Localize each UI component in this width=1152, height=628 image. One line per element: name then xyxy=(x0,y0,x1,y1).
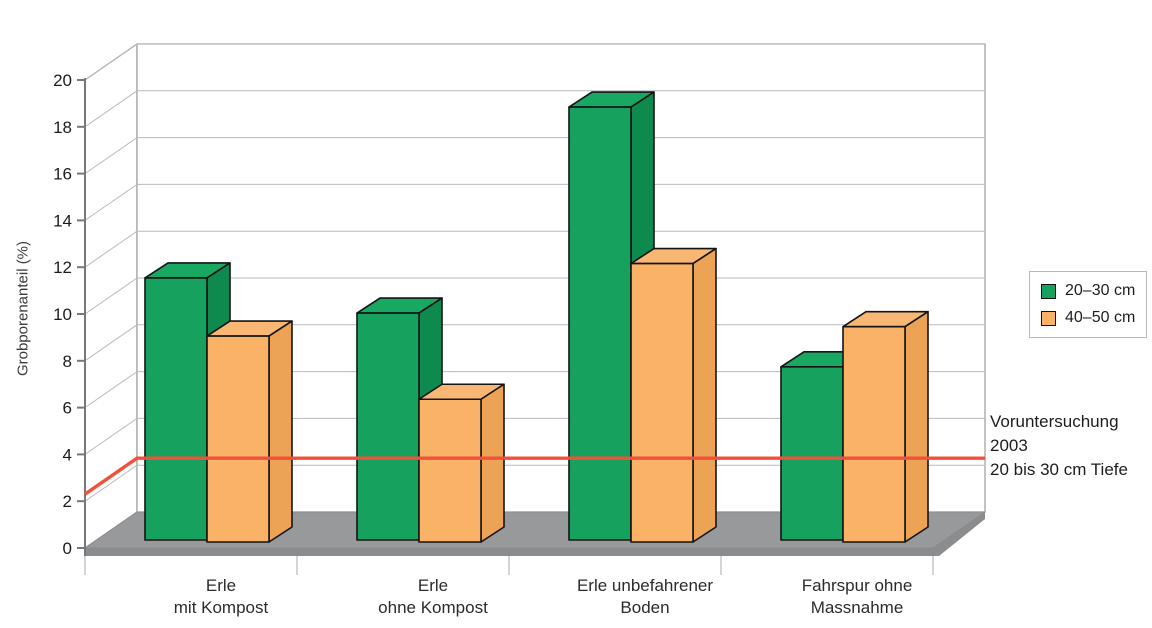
annotation-line-1: Voruntersuchung xyxy=(990,412,1119,431)
gridline-slant xyxy=(84,230,138,268)
bar-side-1-0 xyxy=(268,320,293,543)
y-tick-label: 10 xyxy=(53,305,72,324)
category-label: Erle mit Kompost xyxy=(174,576,269,617)
annotation-line-3: 20 bis 30 cm Tiefe xyxy=(990,460,1128,479)
gridline-slant xyxy=(84,137,138,175)
legend: 20–30 cm 40–50 cm xyxy=(1029,271,1147,338)
y-tick-label: 16 xyxy=(53,165,72,184)
y-tick-label: 12 xyxy=(53,258,72,277)
gridline-slant xyxy=(84,464,138,502)
gridline-slant xyxy=(84,43,138,81)
y-tick-label: 6 xyxy=(63,399,72,418)
y-tick-label: 4 xyxy=(63,445,72,464)
floor-front-edge xyxy=(85,512,985,556)
y-tick-label: 2 xyxy=(63,492,72,511)
gridline-slant xyxy=(84,183,138,221)
reference-line xyxy=(84,456,985,496)
bar-front-1-0 xyxy=(206,335,270,543)
bar-front-0-3 xyxy=(780,366,844,541)
bar-front-1-3 xyxy=(842,325,906,543)
y-tick-label: 20 xyxy=(53,71,72,90)
bar-front-1-2 xyxy=(630,262,694,543)
gridline-slant xyxy=(84,277,138,315)
y-tick-label: 14 xyxy=(53,211,72,230)
y-tick-label: 8 xyxy=(63,352,72,371)
bar-front-0-2 xyxy=(568,106,632,541)
bar-side-1-3 xyxy=(904,310,929,543)
category-label: Fahrspur ohne Massnahme xyxy=(802,576,913,617)
category-label: Erle ohne Kompost xyxy=(378,576,488,617)
bar-front-1-1 xyxy=(418,398,482,543)
gridline-slant xyxy=(84,324,138,362)
legend-swatch-orange-icon xyxy=(1041,310,1056,326)
bar-front-0-1 xyxy=(356,312,420,541)
annotation-line-2: 2003 xyxy=(990,436,1028,455)
bar-side-1-2 xyxy=(692,247,717,543)
legend-swatch-green-icon xyxy=(1041,283,1056,299)
y-tick-label: 18 xyxy=(53,118,72,137)
y-axis-title-text: Grobporenanteil (%) xyxy=(14,240,32,377)
y-axis-title: Grobporenanteil (%) xyxy=(15,224,32,394)
gridline-slant xyxy=(84,371,138,409)
reference-line-annotation: Voruntersuchung 2003 20 bis 30 cm Tiefe xyxy=(990,410,1152,482)
legend-item-40-50: 40–50 cm xyxy=(1041,309,1136,327)
bar-front-0-0 xyxy=(144,277,208,541)
legend-label-40-50: 40–50 cm xyxy=(1065,309,1136,326)
bar-side-1-1 xyxy=(480,383,505,543)
gridline-slant xyxy=(84,90,138,128)
gridline-slant xyxy=(84,417,138,455)
y-tick-label: 0 xyxy=(63,539,72,558)
legend-item-20-30: 20–30 cm xyxy=(1041,282,1136,300)
category-label: Erle unbefahrener Boden xyxy=(577,576,713,617)
legend-label-20-30: 20–30 cm xyxy=(1065,282,1136,299)
